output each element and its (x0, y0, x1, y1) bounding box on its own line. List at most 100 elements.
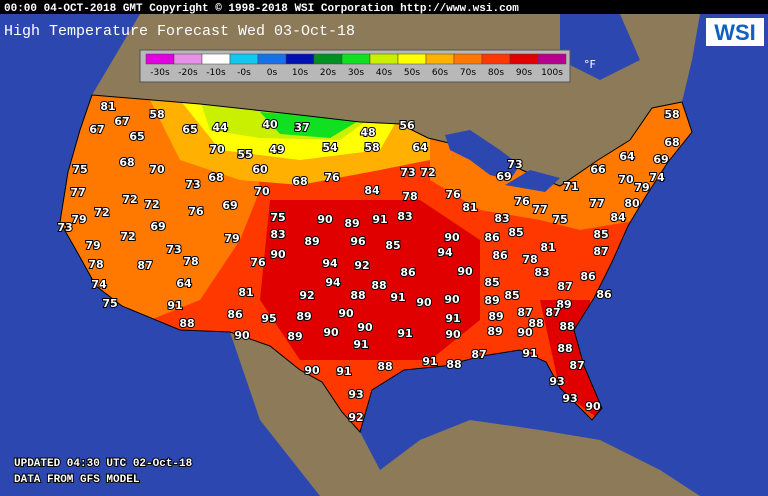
temperature-label: 37 (294, 121, 309, 134)
temperature-label: 58 (664, 108, 679, 121)
lake-erie (505, 170, 560, 192)
temperature-label: 69 (222, 199, 237, 212)
temperature-label: 74 (91, 278, 107, 291)
temperature-label: 90 (317, 213, 333, 226)
legend-label: 0s (267, 68, 278, 78)
temperature-label: 92 (299, 289, 314, 302)
temperature-label: 49 (269, 143, 284, 156)
temperature-label: 86 (484, 231, 500, 244)
temperature-label: 72 (120, 230, 135, 243)
legend-label: 90s (516, 68, 532, 78)
field-90s (260, 200, 480, 360)
temperature-label: 93 (549, 375, 564, 388)
legend-label: 20s (320, 68, 336, 78)
temperature-label: 78 (183, 255, 198, 268)
temperature-label: 86 (400, 266, 416, 279)
temperature-label: 87 (471, 348, 486, 361)
temperature-label: 90 (585, 400, 601, 413)
temperature-label: 72 (144, 198, 159, 211)
temperature-label: 69 (496, 170, 511, 183)
legend-label: 10s (292, 68, 308, 78)
temperature-label: 92 (354, 259, 369, 272)
temperature-label: 94 (437, 246, 453, 259)
legend-swatch (257, 53, 287, 65)
temperature-label: 73 (507, 158, 522, 171)
temperature-label: 88 (377, 360, 392, 373)
temperature-label: 90 (445, 328, 461, 341)
legend-label: -0s (237, 68, 251, 78)
temperature-label: 94 (322, 257, 338, 270)
temperature-label: 64 (619, 150, 635, 163)
temperature-label: 81 (462, 201, 477, 214)
map-title: High Temperature Forecast Wed 03-Oct-18 (4, 23, 355, 40)
legend-label: 50s (404, 68, 420, 78)
legend-label: -20s (178, 68, 198, 78)
temperature-label: 88 (179, 317, 194, 330)
pacific-ocean (0, 14, 320, 496)
legend-label: 40s (376, 68, 392, 78)
legend-swatch (537, 53, 567, 65)
legend-swatch (201, 53, 231, 65)
temperature-label: 71 (563, 180, 578, 193)
temperature-label: 83 (397, 210, 412, 223)
temperature-label: 79 (634, 181, 649, 194)
temperature-label: 89 (287, 330, 302, 343)
temperature-label: 92 (348, 411, 363, 424)
temperature-label: 65 (182, 123, 197, 136)
temperature-label: 85 (385, 239, 400, 252)
temperature-label: 40 (262, 118, 278, 131)
footer-updated: UPDATED 04:30 UTC 02-Oct-18 (14, 458, 193, 470)
temperature-label: 90 (444, 293, 460, 306)
temperature-label: 79 (224, 232, 239, 245)
temperature-label: 85 (593, 228, 608, 241)
temperature-label: 77 (70, 186, 85, 199)
temperature-label: 73 (166, 243, 181, 256)
temperature-label: 48 (360, 126, 375, 139)
atlantic-gulf (360, 14, 768, 496)
temperature-label: 88 (528, 317, 543, 330)
temperature-label: 75 (102, 297, 117, 310)
temperature-label: 89 (488, 310, 503, 323)
temperature-label: 69 (150, 220, 165, 233)
temperature-label: 79 (85, 239, 100, 252)
temperature-label: 89 (296, 310, 311, 323)
temperature-label: 91 (422, 355, 437, 368)
temperature-label: 86 (227, 308, 243, 321)
temperature-label: 70 (209, 143, 225, 156)
legend-swatch (145, 53, 175, 65)
temperature-label: 90 (234, 329, 250, 342)
legend-swatch (341, 53, 371, 65)
temperature-label: 88 (557, 342, 572, 355)
temperature-label: 76 (250, 256, 266, 269)
temperature-label: 84 (610, 211, 626, 224)
temperature-label: 64 (176, 277, 192, 290)
legend-swatch (481, 53, 511, 65)
header-timestamp: 00:00 04-OCT-2018 GMT Copyright © 1998-2… (4, 3, 519, 15)
temperature-label: 87 (557, 280, 572, 293)
legend-swatch (453, 53, 483, 65)
legend-label: 100s (541, 68, 563, 78)
temperature-label: 81 (100, 100, 115, 113)
temperature-label: 80 (624, 197, 640, 210)
legend-swatch (509, 53, 539, 65)
temperature-label: 75 (72, 163, 87, 176)
temperature-label: 90 (357, 321, 373, 334)
legend-swatch (173, 53, 203, 65)
temperature-label: 89 (484, 294, 499, 307)
temperature-label: 76 (188, 205, 204, 218)
temperature-label: 68 (208, 171, 223, 184)
temperature-label: 90 (457, 265, 473, 278)
temperature-label: 77 (589, 197, 604, 210)
temperature-label: 86 (492, 249, 508, 262)
temperature-label: 91 (353, 338, 368, 351)
legend-swatch (313, 53, 343, 65)
temperature-label: 86 (580, 270, 596, 283)
temperature-label: 78 (88, 258, 103, 271)
temperature-label: 87 (569, 359, 584, 372)
temperature-label: 81 (540, 241, 555, 254)
temperature-label: 56 (399, 119, 415, 132)
temperature-label: 70 (254, 185, 270, 198)
temperature-label: 91 (167, 299, 182, 312)
temperature-label: 77 (532, 203, 547, 216)
